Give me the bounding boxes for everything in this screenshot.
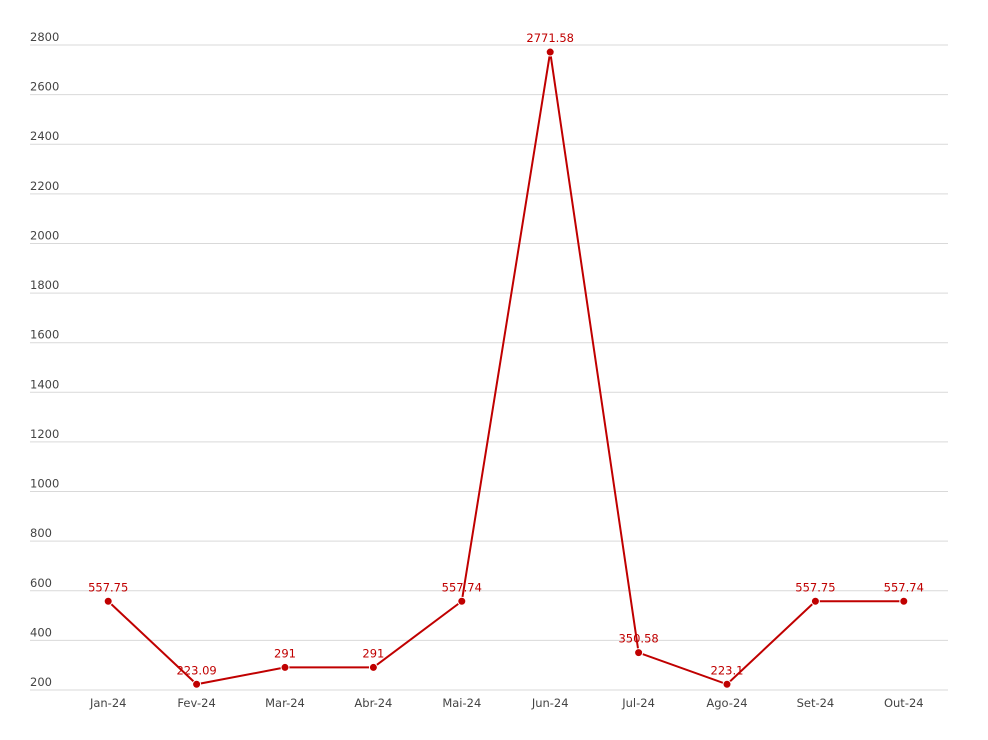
value-label: 557.75: [88, 580, 128, 594]
point: [280, 662, 290, 672]
point: [103, 596, 113, 606]
value-label: 223.09: [176, 663, 216, 677]
y-tick-label: 2400: [30, 129, 59, 143]
value-label: 557.74: [884, 580, 924, 594]
y-tick-label: 600: [30, 576, 52, 590]
point: [810, 596, 820, 606]
value-label: 557.74: [442, 580, 482, 594]
y-tick-label: 2600: [30, 80, 59, 94]
y-tick-label: 1400: [30, 377, 59, 391]
value-label: 223.1: [711, 663, 744, 677]
y-tick-label: 1000: [30, 477, 59, 491]
y-tick-label: 200: [30, 675, 52, 689]
x-tick-label: Jun-24: [531, 696, 569, 710]
point: [634, 648, 644, 658]
line: [107, 51, 904, 686]
y-tick-label: 400: [30, 625, 52, 639]
value-label: 291: [362, 646, 384, 660]
point: [545, 47, 555, 57]
point: [368, 662, 378, 672]
x-tick-label: Mar-24: [265, 696, 305, 710]
x-tick-label: Ago-24: [706, 696, 747, 710]
y-tick-label: 2800: [30, 30, 59, 44]
x-tick-label: Abr-24: [354, 696, 392, 710]
y-tick-label: 2200: [30, 179, 59, 193]
point: [192, 679, 202, 689]
y-tick-label: 2000: [30, 228, 59, 242]
value-label: 557.75: [795, 580, 835, 594]
point: [722, 679, 732, 689]
y-tick-label: 1800: [30, 278, 59, 292]
y-tick-label: 800: [30, 526, 52, 540]
point: [457, 596, 467, 606]
y-tick-label: 1200: [30, 427, 59, 441]
x-tick-label: Out-24: [884, 696, 924, 710]
x-tick-label: Set-24: [797, 696, 835, 710]
x-tick-label: Mai-24: [442, 696, 481, 710]
x-tick-label: Jul-24: [621, 696, 655, 710]
x-tick-label: Jan-24: [89, 696, 127, 710]
value-label: 350.58: [618, 632, 658, 646]
value-label: 291: [274, 646, 296, 660]
value-label: 2771.58: [526, 31, 574, 45]
x-tick-label: Fev-24: [177, 696, 215, 710]
y-tick-label: 1600: [30, 328, 59, 342]
point: [899, 596, 909, 606]
